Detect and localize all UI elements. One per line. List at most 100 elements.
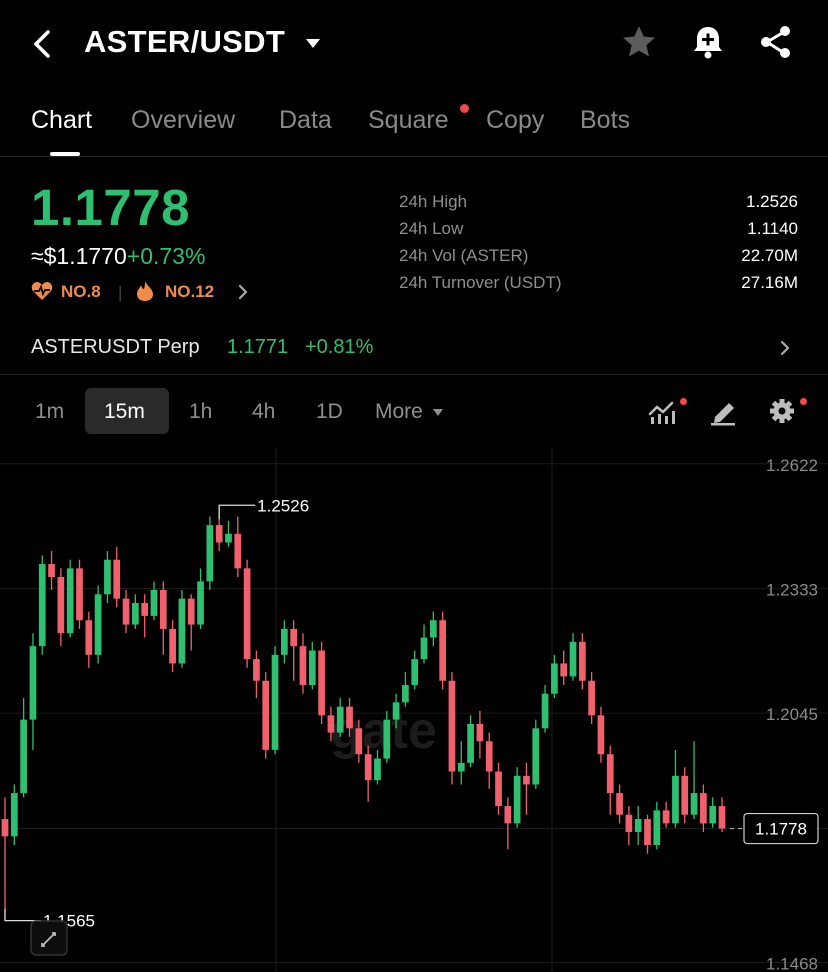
interval-1d[interactable]: 1D [316,400,343,423]
candle-body [476,723,484,742]
chevron-down-icon[interactable] [304,38,322,50]
y-tick-label: 1.2622 [766,456,818,475]
interval-1m[interactable]: 1m [35,400,65,423]
stat-24h-vol: 24h Vol (ASTER) 22.70M [399,246,798,273]
candle-body [308,650,316,686]
bell-plus-icon[interactable] [688,22,728,62]
candles [1,505,726,921]
candle-body [532,728,540,785]
share-icon[interactable] [756,22,796,62]
candle-body [159,589,167,629]
candle-body [681,775,689,815]
star-icon[interactable] [619,22,659,62]
interval-more[interactable]: More [375,400,444,424]
candle-body [20,719,27,794]
interval-4h[interactable]: 4h [252,400,276,423]
candle-body [569,641,577,677]
candle-body [672,775,679,824]
candle-body [448,680,456,772]
rank-hot-number: NO.8 [61,282,101,301]
candle-body [169,628,176,664]
candle-body [541,693,549,729]
interval-1h[interactable]: 1h [189,400,213,423]
candle-body [327,715,335,733]
back-arrow-icon[interactable] [26,24,62,64]
candle-body [374,758,381,781]
candle-body [280,628,288,655]
candle-body [76,568,83,621]
candle-body [187,598,195,625]
candle-body [318,650,325,716]
settings-gear-icon[interactable] [766,396,800,426]
low-marker-line [4,908,41,922]
last-price: 1.1778 [31,179,190,236]
tab-square[interactable]: Square [368,106,449,134]
perp-contract-row[interactable]: ASTERUSDT Perp 1.1771 +0.81% [0,322,828,375]
rank-divider: | [118,283,123,302]
candle-body [206,525,214,582]
candle-body [523,775,530,785]
candle-body [85,620,93,655]
tab-bar: Chart Overview Data Square Copy Bots [0,96,828,157]
candle-body [504,806,512,824]
candle-body [690,793,698,815]
candle-body [700,793,707,824]
candle-body [113,559,121,599]
last-price-tag [743,812,819,845]
candle-body [634,819,642,833]
stat-24h-low: 24h Low 1.1140 [399,219,798,246]
draw-pencil-icon[interactable] [707,396,741,426]
candle-body [364,754,372,781]
candle-body [262,680,270,750]
tab-bots[interactable]: Bots [580,106,631,134]
chart-grid [0,448,828,972]
indicators-icon[interactable] [646,396,680,426]
candle-body [57,577,65,634]
candle-body [336,706,344,733]
tab-chart[interactable]: Chart [31,106,93,134]
candle-body [597,715,605,755]
tab-copy[interactable]: Copy [486,106,545,134]
tab-overview[interactable]: Overview [131,106,236,134]
candle-body [588,680,595,716]
candle-body [122,598,130,625]
interval-more-label: More [375,400,423,423]
candle-body [420,637,428,660]
candle-body [10,793,18,837]
candle-body [485,741,493,772]
fullscreen-toggle[interactable] [30,920,68,956]
candle-body [392,702,400,720]
candle-body [578,641,586,681]
candle-body [653,810,661,845]
perp-change: +0.81% [305,336,374,358]
candle-body [644,819,651,845]
candle-body [616,793,623,815]
candle-body [513,775,521,824]
heart-pulse-icon [31,282,53,300]
candle-body [104,559,111,595]
high-price-label: 1.2526 [257,496,309,515]
interval-15m[interactable]: 15m [104,400,145,423]
candle-body [355,728,363,755]
candle-body [402,685,409,703]
stat-value: 27.16M [741,273,798,292]
candle-body [429,620,437,638]
candle-body [299,646,307,686]
expand-icon-head [52,932,56,936]
candle-body [625,814,633,833]
candle-body [29,646,37,720]
rank-trending-number: NO.12 [165,282,215,301]
pair-title[interactable]: ASTER/USDT [84,24,286,59]
y-tick-label: 1.1468 [766,955,818,972]
expand-icon-line [41,932,56,947]
tab-data[interactable]: Data [279,106,332,134]
stats-panel: 24h High 1.2526 24h Low 1.1140 24h Vol (… [399,192,798,300]
candle-body [411,659,419,686]
usd-price-line: ≈$1.1770+0.73% [31,243,205,270]
candle-body [495,771,502,807]
candle-body [197,581,204,625]
stat-value: 1.2526 [746,192,798,211]
candle-body [132,602,139,625]
candle-body [709,806,717,824]
